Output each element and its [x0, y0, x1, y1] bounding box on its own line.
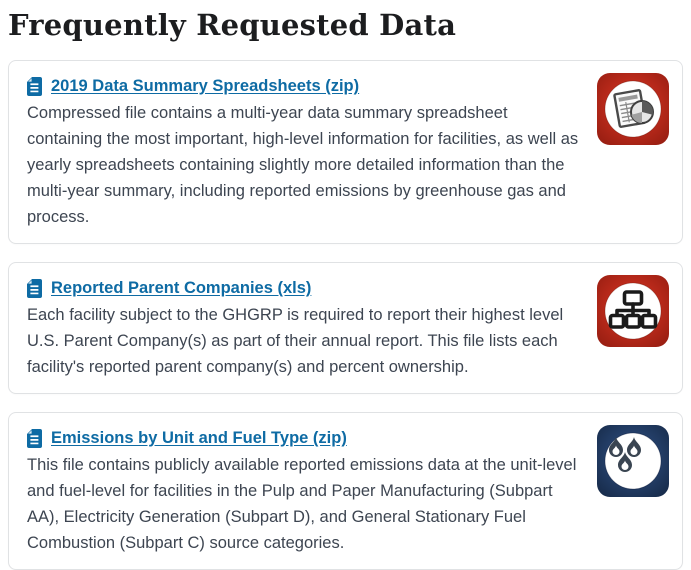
parent-companies-link[interactable]: Reported Parent Companies (xls) — [51, 279, 312, 297]
document-file-icon — [27, 76, 42, 96]
card-data-summary: 2019 Data Summary Spreadsheets (zip) Com… — [8, 60, 683, 244]
emissions-unit-fuel-link[interactable]: Emissions by Unit and Fuel Type (zip) — [51, 429, 347, 447]
card-emissions-unit-fuel: Emissions by Unit and Fuel Type (zip) Th… — [8, 412, 683, 570]
card-link-row: 2019 Data Summary Spreadsheets (zip) — [27, 75, 585, 97]
card-description: This file contains publicly available re… — [27, 456, 577, 552]
card-link-row: Reported Parent Companies (xls) — [27, 277, 585, 299]
card-content: Reported Parent Companies (xls) Each fac… — [27, 274, 585, 380]
card-content: Emissions by Unit and Fuel Type (zip) Th… — [27, 424, 585, 556]
card-description: Compressed file contains a multi-year da… — [27, 104, 579, 226]
spreadsheet-pie-chart-icon — [597, 73, 669, 145]
page-title: Frequently Requested Data — [8, 8, 457, 42]
card-content: 2019 Data Summary Spreadsheets (zip) Com… — [27, 72, 585, 230]
card-description: Each facility subject to the GHGRP is re… — [27, 306, 564, 376]
document-file-icon — [27, 428, 42, 448]
document-file-icon — [27, 278, 42, 298]
flames-icon — [597, 425, 669, 497]
card-link-row: Emissions by Unit and Fuel Type (zip) — [27, 427, 585, 449]
org-chart-icon — [597, 275, 669, 347]
card-parent-companies: Reported Parent Companies (xls) Each fac… — [8, 262, 683, 394]
data-summary-link[interactable]: 2019 Data Summary Spreadsheets (zip) — [51, 77, 360, 95]
